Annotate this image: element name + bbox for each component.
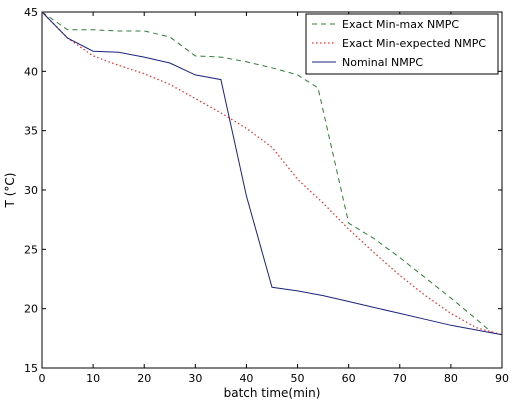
legend: Exact Min-max NMPC Exact Min-expected NM…: [305, 13, 499, 75]
series-layer: [41, 11, 503, 336]
x-tick-label: 20: [137, 372, 151, 385]
x-tick-label: 80: [444, 372, 458, 385]
y-tick-label: 20: [24, 303, 38, 316]
x-axis-label: batch time(min): [224, 386, 321, 400]
y-tick-label: 25: [24, 243, 38, 256]
y-axis-label: T (°C): [3, 173, 17, 209]
series-line-3: [41, 11, 503, 336]
series-line-1: [41, 11, 493, 333]
x-tick-label: 0: [39, 372, 46, 385]
y-tick-label: 40: [24, 65, 38, 78]
y-tick-label: 15: [24, 362, 38, 375]
legend-label-min-expected: Exact Min-expected NMPC: [342, 37, 486, 50]
x-tick-label: 40: [239, 372, 253, 385]
y-tick-label: 30: [24, 184, 38, 197]
axis-ticks: 0 10 20 30 40 50 60 70 80 90 15 20 25 30 35 40 45: [24, 6, 509, 385]
legend-box: [305, 13, 499, 75]
x-tick-label: 50: [291, 372, 305, 385]
y-tick-label: 45: [24, 6, 38, 19]
legend-label-nominal: Nominal NMPC: [342, 56, 423, 69]
x-tick-label: 30: [188, 372, 202, 385]
y-tick-label: 35: [24, 125, 38, 138]
x-tick-label: 70: [393, 372, 407, 385]
x-tick-label: 90: [495, 372, 509, 385]
x-tick-label: 60: [342, 372, 356, 385]
legend-label-min-max: Exact Min-max NMPC: [342, 18, 459, 31]
x-tick-label: 10: [86, 372, 100, 385]
